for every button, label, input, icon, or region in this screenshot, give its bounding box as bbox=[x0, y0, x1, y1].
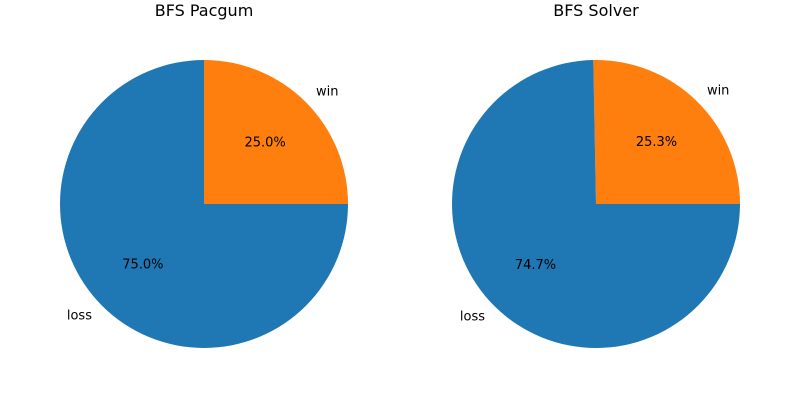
slice-label-win: win bbox=[316, 84, 338, 99]
pie-chart-bfs-solver: win 25.3% loss 74.7% BFS Solver bbox=[451, 1, 740, 349]
pie-slice-win bbox=[204, 60, 348, 204]
slice-label-loss: loss bbox=[460, 310, 485, 325]
chart-title: BFS Solver bbox=[553, 1, 639, 20]
slice-percent-label-win: 25.3% bbox=[636, 135, 677, 150]
slice-label-win: win bbox=[707, 83, 729, 98]
slice-percent-label-loss: 74.7% bbox=[515, 258, 556, 273]
pie-slice-win bbox=[593, 60, 740, 204]
slice-label-loss: loss bbox=[67, 309, 92, 324]
slice-percent-label-win: 25.0% bbox=[244, 135, 285, 150]
pie-slice-loss bbox=[60, 60, 348, 348]
slice-percent-label-loss: 75.0% bbox=[122, 258, 163, 273]
pie-slice-loss bbox=[451, 60, 740, 349]
chart-title: BFS Pacgum bbox=[155, 1, 254, 20]
pie-chart-bfs-pacgum: win 25.0% loss 75.0% BFS Pacgum bbox=[60, 1, 348, 348]
